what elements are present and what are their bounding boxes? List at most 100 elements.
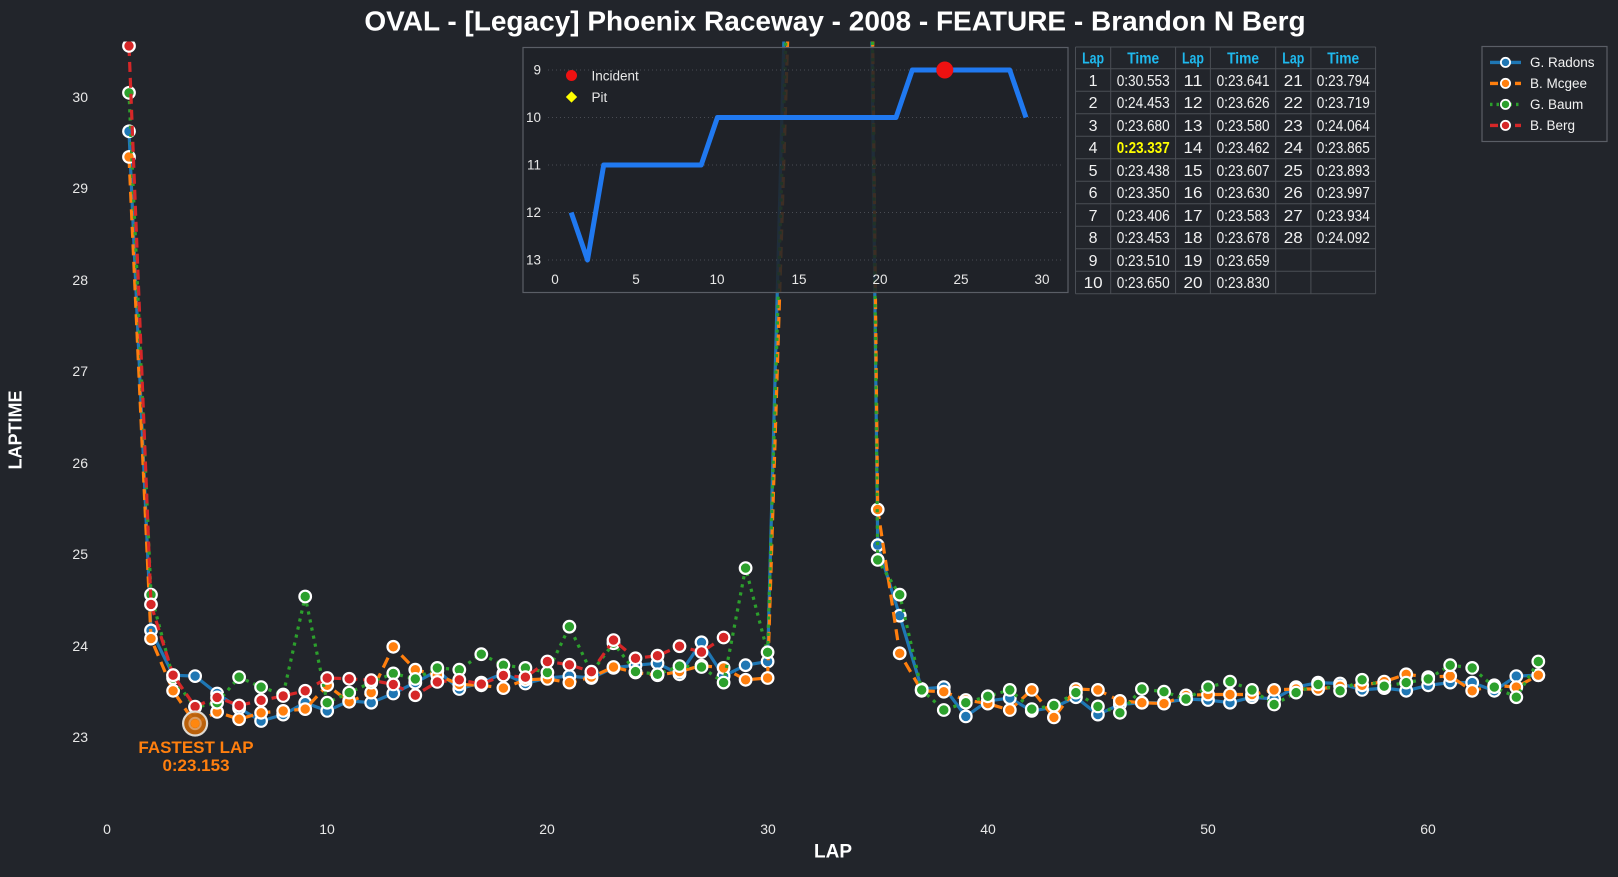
svg-text:B. Mcgee: B. Mcgee: [1530, 76, 1587, 91]
svg-text:0:23.337: 0:23.337: [1117, 140, 1170, 157]
svg-text:9: 9: [533, 63, 541, 78]
svg-text:25: 25: [953, 272, 968, 287]
svg-text:0:24.092: 0:24.092: [1317, 230, 1370, 247]
svg-text:0: 0: [551, 272, 559, 287]
svg-text:0:23.997: 0:23.997: [1317, 185, 1370, 202]
svg-text:10: 10: [526, 110, 541, 125]
svg-text:25: 25: [72, 546, 88, 562]
svg-text:0:23.934: 0:23.934: [1317, 208, 1370, 225]
svg-text:8: 8: [1089, 230, 1098, 247]
svg-text:23: 23: [72, 729, 88, 745]
svg-text:0:23.630: 0:23.630: [1217, 185, 1270, 202]
svg-text:5: 5: [1089, 163, 1098, 180]
svg-text:30: 30: [72, 89, 88, 105]
svg-text:0:23.650: 0:23.650: [1117, 275, 1170, 292]
svg-text:0:23.406: 0:23.406: [1117, 208, 1170, 225]
svg-text:10: 10: [319, 821, 335, 837]
svg-text:3: 3: [1089, 118, 1098, 135]
svg-text:27: 27: [72, 363, 88, 379]
svg-text:15: 15: [1184, 163, 1203, 180]
svg-text:50: 50: [1200, 821, 1216, 837]
svg-text:0:23.794: 0:23.794: [1317, 73, 1370, 90]
svg-text:0:23.865: 0:23.865: [1317, 140, 1370, 157]
svg-text:0:23.659: 0:23.659: [1217, 253, 1270, 270]
svg-text:18: 18: [1184, 230, 1203, 247]
svg-text:0:23.350: 0:23.350: [1117, 185, 1170, 202]
svg-text:0:23.641: 0:23.641: [1217, 73, 1270, 90]
svg-text:0:23.830: 0:23.830: [1217, 275, 1270, 292]
svg-text:0:23.893: 0:23.893: [1317, 163, 1370, 180]
svg-text:26: 26: [1284, 185, 1303, 202]
svg-text:4: 4: [1089, 140, 1098, 157]
svg-text:0:23.438: 0:23.438: [1117, 163, 1170, 180]
svg-text:0:30.553: 0:30.553: [1117, 73, 1170, 90]
svg-text:22: 22: [1284, 95, 1303, 112]
svg-text:11: 11: [527, 158, 541, 173]
svg-text:30: 30: [1034, 272, 1049, 287]
svg-text:5: 5: [632, 272, 640, 287]
svg-text:Lap: Lap: [1182, 51, 1204, 68]
svg-text:23: 23: [1284, 118, 1303, 135]
svg-text:0:23.719: 0:23.719: [1317, 95, 1370, 112]
svg-text:Pit: Pit: [592, 90, 608, 105]
svg-text:0:23.153: 0:23.153: [162, 756, 229, 775]
svg-text:0:23.462: 0:23.462: [1217, 140, 1270, 157]
svg-text:7: 7: [1089, 208, 1098, 225]
svg-text:29: 29: [72, 180, 88, 196]
svg-text:25: 25: [1284, 163, 1303, 180]
svg-text:OVAL - [Legacy] Phoenix Racewa: OVAL - [Legacy] Phoenix Raceway - 2008 -…: [364, 6, 1305, 37]
svg-text:1: 1: [1089, 73, 1098, 90]
svg-text:40: 40: [980, 821, 996, 837]
svg-text:12: 12: [526, 205, 541, 220]
svg-text:0:23.607: 0:23.607: [1217, 163, 1270, 180]
svg-text:6: 6: [1089, 185, 1098, 202]
svg-text:Time: Time: [1127, 51, 1159, 68]
svg-text:0:23.680: 0:23.680: [1117, 118, 1170, 135]
svg-text:0:23.678: 0:23.678: [1217, 230, 1270, 247]
svg-text:27: 27: [1284, 208, 1303, 225]
svg-text:G. Radons: G. Radons: [1530, 55, 1595, 70]
svg-text:10: 10: [709, 272, 724, 287]
svg-text:0:23.580: 0:23.580: [1217, 118, 1270, 135]
svg-text:28: 28: [1284, 230, 1303, 247]
svg-text:10: 10: [1084, 275, 1103, 292]
svg-text:20: 20: [539, 821, 555, 837]
svg-text:0:24.064: 0:24.064: [1317, 118, 1370, 135]
svg-text:13: 13: [1184, 118, 1203, 135]
svg-text:21: 21: [1284, 73, 1303, 90]
svg-text:28: 28: [72, 272, 88, 288]
svg-text:16: 16: [1184, 185, 1203, 202]
svg-text:60: 60: [1420, 821, 1436, 837]
svg-text:17: 17: [1184, 208, 1203, 225]
svg-text:Lap: Lap: [1282, 51, 1304, 68]
svg-text:Time: Time: [1327, 51, 1359, 68]
svg-text:Time: Time: [1227, 51, 1259, 68]
svg-text:0: 0: [103, 821, 111, 837]
svg-text:15: 15: [791, 272, 806, 287]
svg-text:30: 30: [760, 821, 776, 837]
svg-text:B. Berg: B. Berg: [1530, 118, 1575, 133]
svg-text:LAP: LAP: [814, 842, 852, 863]
svg-text:24: 24: [72, 638, 88, 654]
svg-text:0:23.453: 0:23.453: [1117, 230, 1170, 247]
svg-text:LAPTIME: LAPTIME: [5, 391, 25, 470]
svg-text:19: 19: [1184, 253, 1203, 270]
svg-text:G. Baum: G. Baum: [1530, 97, 1583, 112]
svg-text:0:24.453: 0:24.453: [1117, 95, 1170, 112]
svg-text:14: 14: [1184, 140, 1203, 157]
svg-text:20: 20: [1184, 275, 1203, 292]
svg-text:FASTEST LAP: FASTEST LAP: [138, 738, 253, 757]
svg-text:Lap: Lap: [1082, 51, 1104, 68]
svg-text:0:23.510: 0:23.510: [1117, 253, 1170, 270]
svg-text:20: 20: [872, 272, 887, 287]
svg-text:11: 11: [1184, 73, 1203, 90]
svg-text:13: 13: [526, 253, 541, 268]
svg-text:2: 2: [1089, 95, 1098, 112]
svg-text:0:23.583: 0:23.583: [1217, 208, 1270, 225]
svg-text:Incident: Incident: [592, 68, 640, 83]
svg-text:26: 26: [72, 455, 88, 471]
svg-text:12: 12: [1184, 95, 1203, 112]
svg-text:0:23.626: 0:23.626: [1217, 95, 1270, 112]
svg-text:24: 24: [1284, 140, 1303, 157]
svg-text:9: 9: [1089, 253, 1098, 270]
